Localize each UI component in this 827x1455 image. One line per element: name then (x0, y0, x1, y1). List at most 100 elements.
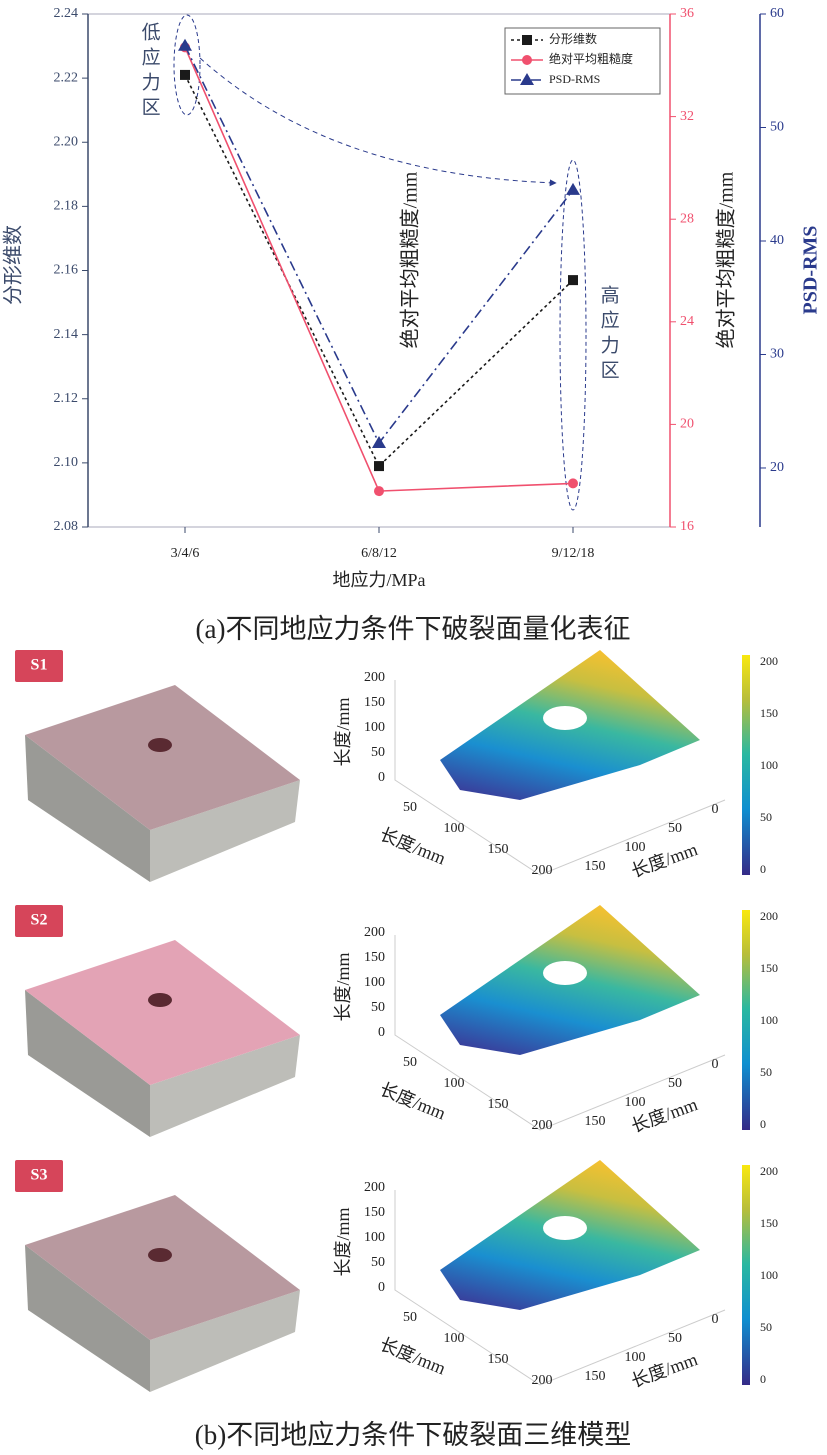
y-tick-label: 2.18 (54, 199, 79, 214)
surface-hole (543, 706, 587, 730)
x-tick-label: 150 (488, 1097, 509, 1112)
y-tick-label: 2.20 (54, 134, 79, 149)
z-tick-label: 200 (364, 925, 385, 940)
colorbar-tick-label: 200 (760, 654, 778, 668)
surface-hole (543, 961, 587, 985)
y-tick-label: 40 (770, 233, 784, 248)
colorbar-tick-label: 200 (760, 909, 778, 923)
marker (568, 478, 578, 489)
z-tick-label: 50 (371, 1255, 385, 1270)
marker (178, 38, 192, 51)
colorbar-tick-label: 150 (760, 961, 778, 975)
y-tick-label: 50 (770, 120, 784, 135)
y-axis-label: 分形维数 (2, 225, 25, 305)
annotation: 低应力区 (139, 22, 161, 122)
x-axis-label: 长度/mm (377, 1334, 448, 1378)
x-tick-label: 9/12/18 (552, 546, 595, 561)
y-tick-label: 2.22 (54, 70, 79, 85)
x-axis-label: 地应力/MPa (332, 570, 425, 590)
rock-top-face (25, 940, 300, 1085)
x-tick-label: 200 (532, 1373, 553, 1388)
annotation: 绝对平均粗糙度/mm (399, 171, 422, 348)
colorbar (742, 910, 750, 1130)
marker (372, 436, 386, 449)
x-axis-label: 长度/mm (377, 824, 448, 868)
colorbar-tick-label: 0 (760, 1372, 766, 1386)
y-tick-label: 20 (680, 417, 694, 432)
y-tick-label: 60 (770, 6, 784, 21)
rock-hole (148, 738, 172, 752)
z-tick-label: 50 (371, 1000, 385, 1015)
z-tick-label: 150 (364, 950, 385, 965)
y-tick-label: 2.14 (54, 327, 79, 342)
y-tick-label: 100 (625, 1095, 646, 1110)
y-tick-label: 2.16 (54, 263, 79, 278)
y-tick-label: 150 (585, 1114, 606, 1129)
x-tick-label: 6/8/12 (361, 546, 397, 561)
z-tick-label: 200 (364, 670, 385, 685)
y-tick-label: 0 (712, 1057, 719, 1072)
axis-box (394, 935, 726, 1131)
y-tick-label: 2.12 (54, 391, 79, 406)
colorbar (742, 655, 750, 875)
y-tick-label: 0 (712, 802, 719, 817)
x-tick-label: 50 (403, 1055, 417, 1070)
sample-label: S3 (31, 1167, 48, 1184)
y-tick-label: 28 (680, 211, 694, 226)
z-tick-label: 0 (378, 770, 385, 785)
x-tick-label: 3/4/6 (171, 546, 200, 561)
y-tick-label: 100 (625, 840, 646, 855)
y-tick-label: 32 (680, 109, 694, 124)
series-line (184, 74, 574, 468)
marker (180, 69, 190, 80)
y-tick-label: 50 (668, 1331, 682, 1346)
y-tick-label: 0 (712, 1312, 719, 1327)
rock-right-face (150, 1035, 300, 1137)
y-tick-label: 50 (668, 821, 682, 836)
y-tick-label: 24 (680, 314, 694, 329)
marker (374, 486, 384, 497)
x-tick-label: 50 (403, 1310, 417, 1325)
colorbar-tick-label: 200 (760, 1164, 778, 1178)
sample-tag (15, 650, 63, 682)
colorbar-tick-label: 100 (760, 758, 778, 772)
sample-label: S1 (31, 657, 48, 674)
rock-top-face (25, 685, 300, 830)
x-tick-label: 200 (532, 1118, 553, 1133)
y-tick-label: 2.24 (54, 6, 79, 21)
legend-label: 绝对平均粗糙度 (549, 51, 633, 66)
z-tick-label: 150 (364, 1205, 385, 1220)
rock-right-face (150, 780, 300, 882)
rock-hole (148, 993, 172, 1007)
y-tick-label: 36 (680, 6, 694, 21)
axis-box (394, 680, 726, 876)
legend-label: PSD-RMS (549, 72, 600, 86)
colorbar-tick-label: 50 (760, 1320, 772, 1334)
colorbar-tick-label: 50 (760, 1065, 772, 1079)
marker (520, 73, 534, 85)
y-tick-label: 50 (668, 1076, 682, 1091)
panel-a-bg (0, 0, 827, 612)
y-tick-label: 2.10 (54, 455, 79, 470)
z-axis-label: 长度/mm (333, 697, 353, 766)
y-tick-label: 20 (770, 460, 784, 475)
y-tick-label: 30 (770, 347, 784, 362)
sample-label: S2 (31, 912, 48, 929)
caption: (a)不同地应力条件下破裂面量化表征 (196, 614, 631, 644)
y2-axis-label: 绝对平均粗糙度/mm (715, 171, 738, 348)
x-tick-label: 100 (444, 821, 465, 836)
sample-tag (15, 905, 63, 937)
colorbar-tick-label: 150 (760, 706, 778, 720)
z-tick-label: 100 (364, 975, 385, 990)
x-tick-label: 200 (532, 863, 553, 878)
y-tick-label: 150 (585, 859, 606, 874)
x-tick-label: 100 (444, 1331, 465, 1346)
surface-hole (543, 1216, 587, 1240)
high-stress-ellipse (559, 159, 587, 511)
colorbar-tick-label: 0 (760, 862, 766, 876)
x-tick-label: 50 (403, 800, 417, 815)
z-tick-label: 150 (364, 695, 385, 710)
sample-tag (15, 1160, 63, 1192)
